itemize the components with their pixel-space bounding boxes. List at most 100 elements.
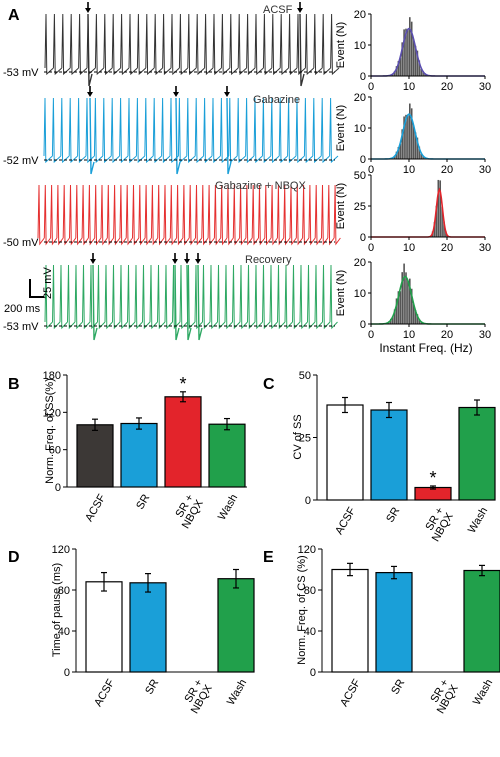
histogram-bar <box>416 314 419 324</box>
histogram-bar <box>397 60 400 76</box>
histogram-bar <box>414 310 417 324</box>
y-tick-label: 40 <box>58 626 70 638</box>
category-label-line: SR <box>389 677 407 696</box>
x-tick-label: 10 <box>403 164 415 176</box>
y-tick-label: 0 <box>360 232 366 244</box>
category-label-line: ACSF <box>83 492 108 524</box>
histogram-bar <box>409 17 411 76</box>
gaussian-fit-curve <box>371 275 485 325</box>
baseline-voltage-label: -53 mV <box>3 321 39 333</box>
histogram-2: 0 10 20 0 10 20 30 Event (N) <box>335 92 491 176</box>
complex-spike-arrow-icon <box>195 259 201 264</box>
histogram-bar <box>401 272 404 324</box>
histogram-bar <box>393 309 396 324</box>
bar-chart-d: 0 40 80 120 Time of pause (ms) ACSF SR SR +NBQX… <box>51 544 255 716</box>
condition-label: Gabazine + NBQX <box>215 180 306 192</box>
bar-acsf <box>326 404 364 501</box>
x-tick-label: 0 <box>368 164 374 176</box>
y-tick-label: 0 <box>360 319 366 331</box>
trace-3: -50 mV Gabazine + NBQX <box>3 180 341 249</box>
complex-spike <box>299 13 305 87</box>
y-tick-label: 50 <box>299 370 311 382</box>
trace-4: -53 mV Recovery <box>3 253 338 341</box>
complex-spike-arrow-icon <box>297 8 303 13</box>
gaussian-fit-curve <box>371 27 485 77</box>
histogram-bar <box>435 205 438 237</box>
y-tick-label: 20 <box>354 257 366 269</box>
category-label-line: Wash <box>216 492 240 522</box>
simple-spike-train <box>43 97 339 164</box>
bar-wash <box>458 406 496 501</box>
y-tick-label: 25 <box>354 201 366 213</box>
category-label: ACSF <box>92 677 117 709</box>
y-tick-label: 180 <box>43 370 61 382</box>
category-label: SR <box>134 492 152 511</box>
y-tick-label: 0 <box>64 667 70 679</box>
y-tick-label: 0 <box>310 667 316 679</box>
x-tick-label: 20 <box>441 164 453 176</box>
complex-spike <box>186 264 192 341</box>
category-label-line: Wash <box>466 505 490 535</box>
x-tick-label: 30 <box>479 81 491 93</box>
histogram-bar <box>437 179 440 237</box>
x-tick-label: 0 <box>368 81 374 93</box>
histogram-bar <box>403 116 405 159</box>
x-tick-label: 0 <box>368 242 374 254</box>
y-tick-label: 10 <box>354 288 366 300</box>
y-axis-label: Event (N) <box>335 105 347 151</box>
y-tick-label: 0 <box>305 495 311 507</box>
bar-sr <box>120 422 158 488</box>
bar-wash <box>463 569 500 673</box>
complex-spike-arrow-icon <box>172 259 178 264</box>
histogram-bar <box>393 71 396 76</box>
histogram-3: 0 25 50 0 10 20 30 Event (N) <box>335 170 491 254</box>
y-tick-label: 120 <box>52 544 70 556</box>
bar-sr <box>375 571 413 673</box>
category-label: ACSF <box>333 505 358 537</box>
histogram-bar <box>401 42 404 76</box>
histogram-bar <box>397 291 400 324</box>
histogram-bar <box>416 50 419 76</box>
histogram-bar <box>391 316 394 324</box>
histogram-bar <box>418 146 421 159</box>
complex-spike <box>89 97 95 175</box>
y-tick-label: 10 <box>354 40 366 52</box>
panel-label-e: E <box>263 549 274 566</box>
condition-label: Gabazine <box>253 94 300 106</box>
complex-spike-arrow-icon <box>224 92 230 97</box>
category-label: Wash <box>216 492 240 522</box>
histogram-bar <box>395 66 398 76</box>
complex-spike-arrow-icon <box>87 92 93 97</box>
histogram-bar <box>410 108 413 159</box>
x-tick-label: 30 <box>479 329 491 341</box>
histogram-bar <box>399 58 402 76</box>
histogram-bar <box>420 68 423 76</box>
baseline-voltage-label: -50 mV <box>3 237 39 249</box>
scale-bar: 200 ms 25 mV <box>4 267 54 315</box>
histogram-bar <box>418 60 421 76</box>
y-axis-label: Norm. Freq. of SS(%) <box>44 378 56 484</box>
complex-spike <box>87 13 93 87</box>
y-tick-label: 80 <box>304 585 316 597</box>
histogram-bar <box>407 29 409 76</box>
histogram-bar <box>433 221 436 237</box>
histogram-bar <box>418 318 421 324</box>
simple-spike-train <box>44 13 340 76</box>
histogram-bar <box>405 272 407 324</box>
category-label: SR <box>384 505 402 524</box>
category-label: ACSF <box>83 492 108 524</box>
complex-spike-arrow-icon <box>85 8 91 13</box>
simple-spike-train <box>44 264 338 330</box>
histogram-bar <box>405 114 407 159</box>
y-tick-label: 0 <box>360 154 366 166</box>
category-label: SR <box>389 677 407 696</box>
complex-spike-arrow-icon <box>173 92 179 97</box>
x-tick-label: 30 <box>479 242 491 254</box>
x-tick-label: 30 <box>479 164 491 176</box>
histogram-bar <box>443 221 445 237</box>
bar-acsf <box>331 568 369 673</box>
histogram-bar <box>403 263 405 324</box>
category-label-line: SR <box>384 505 402 524</box>
